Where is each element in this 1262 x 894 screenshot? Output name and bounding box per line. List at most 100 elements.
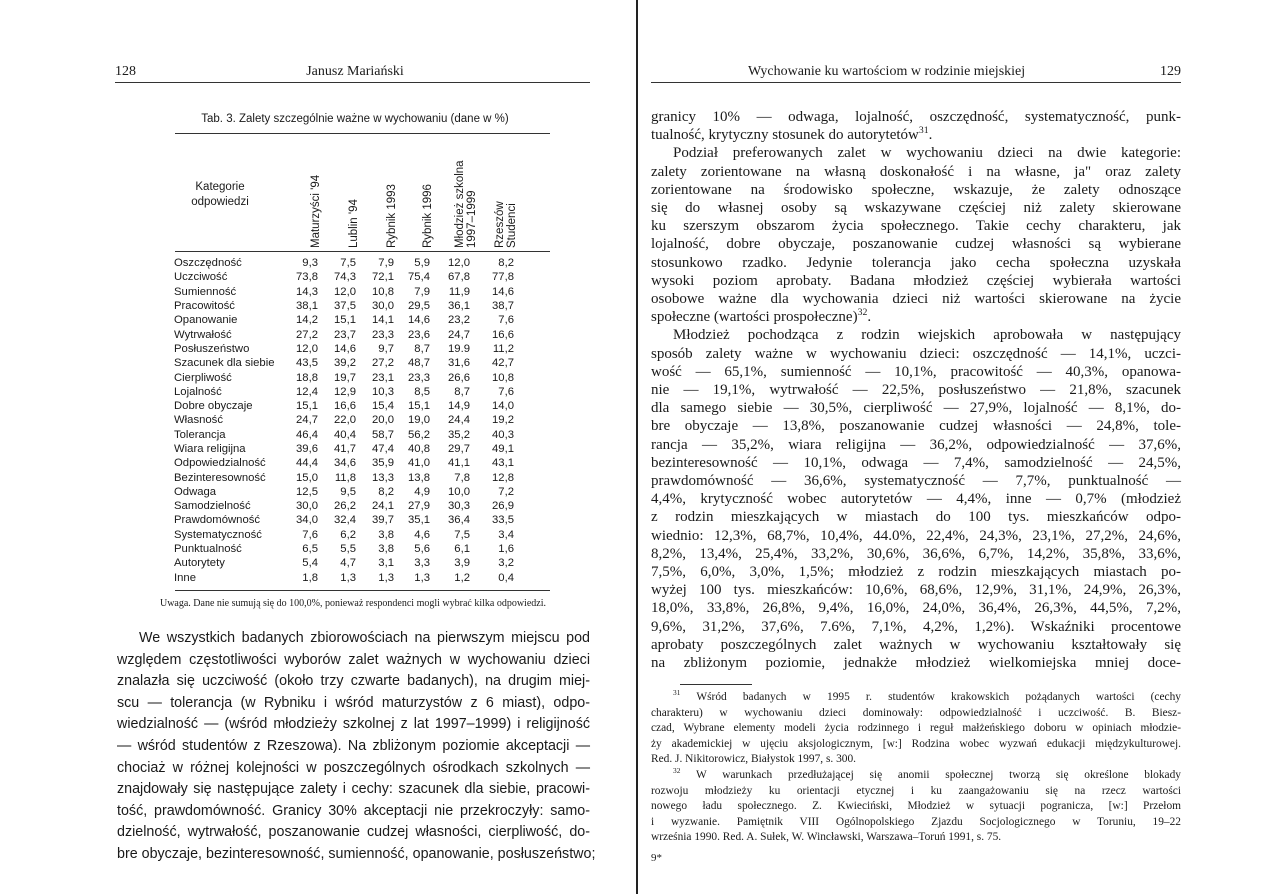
text-line: 7,5%, 6,0%, 3,0%, 1,5%; młodzież z rodzi…	[651, 564, 1181, 581]
text-line: bezinteresowność — 10,1%, odwaga — 7,4%,…	[651, 454, 1181, 471]
row-label: Punktualność	[174, 543, 242, 556]
header-rule	[651, 82, 1181, 83]
column-header-line: Lublin '94	[348, 199, 360, 248]
cell-value: 46,4	[296, 428, 318, 441]
text-line: We wszystkich badanych zbiorowościach na…	[139, 630, 590, 646]
column-header-line: Maturzyści '94	[310, 174, 322, 248]
cell-value: 8,7	[454, 385, 470, 398]
cell-value: 10,0	[448, 485, 470, 498]
cell-value: 40,3	[492, 428, 514, 441]
cell-value: 12,0	[448, 257, 470, 270]
left-body-text: We wszystkich badanych zbiorowościach na…	[117, 628, 595, 866]
cell-value: 58,7	[372, 428, 394, 441]
row-label: Wiara religijna	[174, 443, 246, 455]
text-line: dzielność, wytrwałość, poszanowanie cudz…	[117, 824, 590, 841]
text-line: granicy 10% — odwaga, lojalność, oszczęd…	[651, 109, 1181, 125]
text-line: wość — 65,1%, sumienność — 10,1%, pracow…	[651, 363, 1181, 380]
cell-value: 72,1	[372, 271, 394, 284]
cell-value: 3,1	[378, 557, 394, 570]
cell-value: 32,4	[334, 514, 356, 527]
column-header-line: Rybnik 1996	[422, 184, 434, 248]
cell-value: 11,8	[334, 471, 356, 484]
cell-value: 31,6	[448, 357, 470, 370]
cell-value: 15,1	[408, 400, 430, 413]
left-page-number: 128	[115, 64, 136, 79]
cell-value: 12,0	[334, 285, 356, 298]
cell-value: 1,2	[454, 571, 470, 584]
paragraph: Podział preferowanych zalet w wychowaniu…	[651, 144, 1181, 326]
table-title: Tab. 3. Zalety szczególnie ważne w wycho…	[201, 113, 509, 125]
cell-value: 12,4	[296, 385, 318, 398]
text-line: 32 W warunkach przedłużającej się anomii…	[673, 766, 1181, 781]
table-row: Systematyczność 7,6 6,2 3,8 4,6 7,5 3,4	[174, 528, 514, 542]
cell-value: 14,2	[296, 314, 318, 327]
cell-value: 13,8	[408, 471, 430, 484]
right-body-text: granicy 10% — odwaga, lojalność, oszczęd…	[651, 108, 1181, 672]
row-label: Systematyczność	[174, 528, 262, 541]
column-header-line: Młodzież szkolna	[454, 160, 466, 248]
cell-value: 8,2	[498, 257, 514, 270]
footnote-rule	[680, 684, 752, 685]
row-label: Sumienność	[174, 285, 237, 298]
row-label: Własność	[174, 414, 223, 427]
cell-value: 27,2	[296, 328, 318, 341]
cell-value: 8,2	[378, 485, 394, 498]
text-line: wyżej 100 tys. mieszkańców: 10,6%, 68,6%…	[651, 582, 1181, 599]
text-line: ku szerszym obszarom życia społecznego. …	[651, 218, 1181, 235]
cell-value: 12,8	[492, 471, 514, 484]
cell-value: 19.9	[448, 342, 470, 355]
cell-value: 10,3	[372, 385, 394, 398]
row-label: Prawdomówność	[174, 514, 261, 527]
cell-value: 35,9	[372, 457, 394, 470]
footnotes: 31 Wśród badanych w 1995 r. studentów kr…	[651, 688, 1181, 846]
cell-value: 19,7	[334, 371, 356, 384]
cell-value: 37,5	[334, 300, 356, 313]
cell-value: 6,1	[454, 543, 470, 556]
cell-value: 0,4	[498, 571, 514, 584]
cell-value: 3,3	[414, 557, 430, 570]
paragraph: Młodzież pochodząca z rodzin wiejskich a…	[651, 326, 1181, 672]
text-line: wiednio: 12,3%, 68,7%, 10,4%, 44.0%, 22,…	[651, 527, 1181, 544]
text-line: 9,6%, 31,2%, 37,6%, 7.6%, 7,1%, 4,2%, 1,…	[651, 618, 1181, 635]
table-row: Tolerancja 46,4 40,4 58,7 56,2 35,2 40,3	[174, 428, 514, 442]
cell-value: 3,9	[454, 557, 470, 570]
text-line: znalazła się uczciwość (około trzy czwar…	[117, 673, 590, 690]
cell-value: 9,3	[302, 257, 318, 270]
text-line: na zbliżonym poziomie, jednakże młodzież…	[651, 655, 1181, 672]
text-line: dla samego siebie — 30,5%, cierpliwość —…	[651, 400, 1181, 417]
cell-value: 42,7	[492, 357, 514, 370]
cell-value: 5,4	[302, 557, 318, 570]
cell-value: 26,6	[448, 371, 470, 384]
table-row: Wiara religijna 39,6 41,7 47,4 40,8 29,7 49,1	[174, 442, 514, 456]
row-label: Tolerancja	[174, 428, 226, 441]
text-line: zorientowane na środowisko społeczne, ws…	[651, 181, 1181, 198]
cell-value: 7,6	[498, 314, 514, 327]
cell-value: 77,8	[492, 271, 514, 284]
right-running-head: Wychowanie ku wartościom w rodzinie miej…	[748, 64, 1026, 79]
column-header-line: Rybnik 1993	[386, 184, 398, 248]
row-label: Uczciwość	[174, 271, 228, 284]
table-row: Uczciwość 73,8 74,3 72,1 75,4 67,8 77,8	[174, 270, 514, 284]
cell-value: 1,3	[378, 571, 394, 584]
paragraph: We wszystkich badanych zbiorowościach na…	[117, 628, 595, 866]
cell-value: 15,0	[296, 471, 318, 484]
footnote-reference: 31	[673, 688, 681, 698]
text-line: Młodzież pochodząca z rodzin wiejskich a…	[673, 327, 1181, 344]
cell-value: 3,2	[498, 557, 514, 570]
cell-value: 24,7	[296, 414, 318, 427]
table-top-rule	[175, 133, 550, 134]
cell-value: 19,2	[492, 414, 514, 427]
values-table: Oszczędność 9,3 7,5 7,9 5,9 12,0 8,2 Uczciwość 7…	[174, 256, 514, 585]
cell-value: 40,8	[408, 443, 430, 455]
cell-value: 33,5	[492, 514, 514, 527]
column-header-line: 1997–1999	[466, 190, 478, 248]
cell-value: 5,9	[414, 257, 430, 270]
table-row: Cierpliwość 18,8 19,7 23,1 23,3 26,6 10,8	[174, 370, 514, 384]
cell-value: 11,2	[492, 342, 514, 355]
table-row: Prawdomówność 34,0 32,4 39,7 35,1 36,4 33,5	[174, 513, 514, 527]
cell-value: 34,0	[296, 514, 318, 527]
cell-value: 23,7	[334, 328, 356, 341]
text-line: znajdowały się następujące zalety i cech…	[117, 781, 590, 798]
cell-value: 14,9	[448, 400, 470, 413]
text-line: z rodzin mieszkających w miastach do 100…	[651, 509, 1181, 526]
